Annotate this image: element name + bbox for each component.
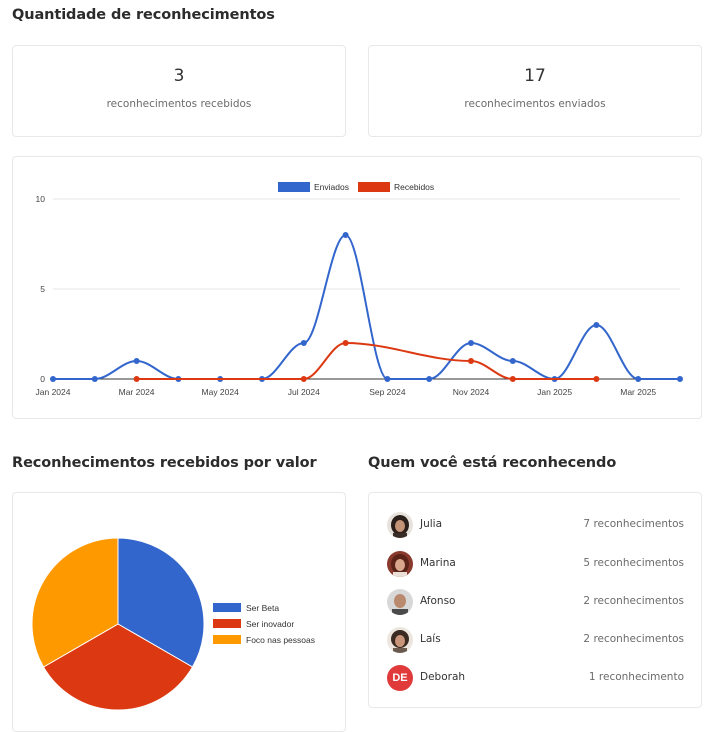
received-count: 3 bbox=[173, 66, 185, 86]
pie-chart: Ser Beta Ser inovador Foco nas pessoas bbox=[31, 537, 315, 711]
y-tick-label: 0 bbox=[40, 374, 45, 384]
legend-swatch bbox=[278, 182, 310, 192]
legend-label: Enviados bbox=[314, 182, 349, 192]
received-stat-card: 3 reconhecimentos recebidos bbox=[12, 45, 346, 137]
sent-label: reconhecimentos enviados bbox=[464, 98, 606, 110]
pie-slice bbox=[42, 623, 194, 711]
sent-stat-card: 17 reconhecimentos enviados bbox=[368, 45, 702, 137]
data-point bbox=[342, 232, 349, 238]
person-name: Julia bbox=[420, 518, 443, 530]
data-point bbox=[133, 376, 140, 382]
x-axis-ticks: Jan 2024 Mar 2024 May 2024 Jul 2024 Sep 2024… bbox=[36, 387, 657, 397]
y-axis-ticks: 0 5 10 bbox=[36, 194, 46, 384]
person-count: 7 reconhecimentos bbox=[583, 518, 684, 530]
avatar bbox=[387, 551, 413, 577]
person-row-julia[interactable]: Julia 7 reconhecimentos bbox=[369, 507, 701, 543]
x-tick-label: Jul 2024 bbox=[288, 387, 320, 397]
person-count: 2 reconhecimentos bbox=[583, 633, 684, 645]
data-point bbox=[426, 376, 433, 382]
received-label: reconhecimentos recebidos bbox=[106, 98, 252, 110]
person-row-marina[interactable]: Marina 5 reconhecimentos bbox=[369, 546, 701, 582]
person-count: 5 reconhecimentos bbox=[583, 557, 684, 569]
data-point bbox=[509, 358, 516, 364]
pie-slice bbox=[117, 537, 205, 668]
legend-label: Ser Beta bbox=[246, 603, 279, 613]
y-tick-label: 5 bbox=[40, 284, 45, 294]
chart-legend[interactable]: Enviados Recebidos bbox=[278, 182, 434, 192]
data-point bbox=[468, 340, 474, 346]
people-list-card: Julia 7 reconhecimentos Marina 5 reconhe… bbox=[368, 492, 702, 708]
data-point bbox=[300, 340, 307, 346]
recognition-count-title: Quantidade de reconhecimentos bbox=[12, 7, 275, 23]
data-point bbox=[468, 358, 474, 364]
legend-label: Ser inovador bbox=[246, 619, 294, 629]
data-point bbox=[91, 376, 98, 382]
avatar bbox=[387, 512, 413, 538]
data-point bbox=[133, 358, 140, 364]
person-row-deborah[interactable]: DE Deborah 1 reconhecimento bbox=[369, 660, 701, 696]
x-tick-label: Sep 2024 bbox=[369, 387, 406, 397]
x-tick-label: Mar 2024 bbox=[119, 387, 155, 397]
x-tick-label: Nov 2024 bbox=[453, 387, 490, 397]
avatar bbox=[387, 589, 413, 615]
chart-gridlines bbox=[53, 198, 680, 380]
data-point bbox=[509, 376, 516, 382]
data-point bbox=[593, 376, 600, 382]
person-name: Afonso bbox=[420, 595, 456, 607]
pie-slices bbox=[31, 537, 205, 711]
legend-swatch bbox=[213, 619, 241, 628]
legend-swatch bbox=[213, 635, 241, 644]
person-name: Laís bbox=[420, 633, 441, 645]
avatar-initials: DE bbox=[387, 665, 413, 691]
x-tick-label: Jan 2024 bbox=[36, 387, 71, 397]
pie-slice bbox=[31, 537, 119, 668]
person-count: 2 reconhecimentos bbox=[583, 595, 684, 607]
line-chart: 0 5 10 Jan 2024 Mar 2024 May 2024 Jul 2024 Sep… bbox=[36, 182, 683, 397]
data-point bbox=[593, 322, 600, 328]
x-tick-label: Jan 2025 bbox=[537, 387, 572, 397]
series-line-recebidos bbox=[136, 341, 597, 381]
data-point bbox=[300, 376, 307, 382]
person-count: 1 reconhecimento bbox=[588, 671, 684, 683]
y-tick-label: 10 bbox=[36, 194, 46, 204]
x-tick-label: May 2024 bbox=[202, 387, 240, 397]
series-line-enviados bbox=[53, 233, 680, 381]
person-row-lais[interactable]: Laís 2 reconhecimentos bbox=[369, 622, 701, 658]
by-value-title: Reconhecimentos recebidos por valor bbox=[12, 455, 317, 471]
data-point bbox=[342, 340, 349, 346]
data-point bbox=[50, 376, 56, 382]
chart-series bbox=[50, 232, 683, 382]
legend-label: Recebidos bbox=[394, 182, 434, 192]
data-point bbox=[384, 376, 391, 382]
recognizing-title: Quem você está reconhecendo bbox=[368, 455, 617, 471]
person-name: Deborah bbox=[420, 671, 466, 683]
data-point bbox=[677, 376, 683, 382]
pie-chart-card: Ser Beta Ser inovador Foco nas pessoas bbox=[12, 492, 346, 732]
person-name: Marina bbox=[420, 557, 456, 569]
data-point bbox=[635, 376, 642, 382]
avatar bbox=[387, 627, 413, 653]
line-chart-card: 0 5 10 Jan 2024 Mar 2024 May 2024 Jul 2024 Sep… bbox=[12, 156, 702, 419]
legend-label: Foco nas pessoas bbox=[246, 635, 315, 645]
legend-swatch bbox=[358, 182, 390, 192]
legend-swatch bbox=[213, 603, 241, 612]
x-tick-label: Mar 2025 bbox=[620, 387, 656, 397]
pie-legend[interactable]: Ser Beta Ser inovador Foco nas pessoas bbox=[213, 603, 315, 645]
sent-count: 17 bbox=[524, 66, 546, 86]
person-row-afonso[interactable]: Afonso 2 reconhecimentos bbox=[369, 584, 701, 620]
